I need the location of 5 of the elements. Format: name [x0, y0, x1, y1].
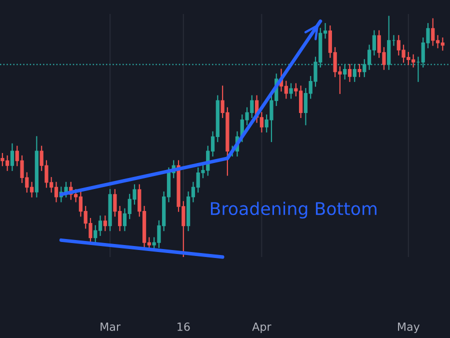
annotation: Broadening Bottom: [210, 202, 376, 219]
x-tick-label: 16: [178, 322, 190, 331]
x-tick-label: May: [398, 322, 420, 334]
x-tick-label: Mar: [100, 322, 121, 331]
x-tick-label: Apr: [252, 322, 272, 334]
